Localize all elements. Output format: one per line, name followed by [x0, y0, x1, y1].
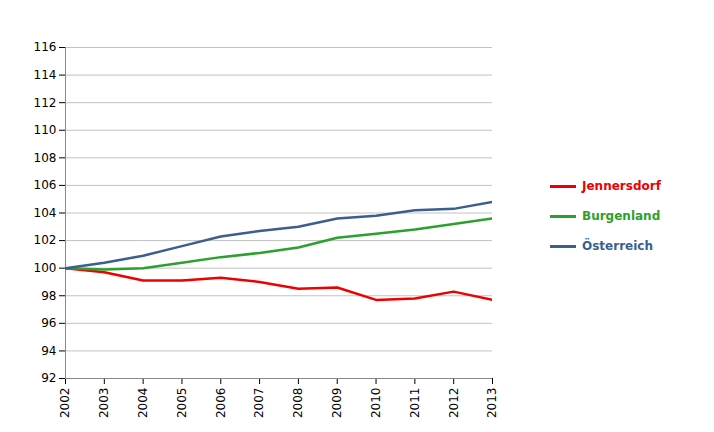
svg-text:2013: 2013	[485, 388, 499, 419]
svg-text:108: 108	[34, 151, 57, 165]
svg-text:94: 94	[41, 344, 56, 358]
svg-text:2002: 2002	[58, 388, 72, 419]
svg-text:114: 114	[34, 68, 57, 82]
svg-text:116: 116	[34, 40, 57, 54]
svg-text:2008: 2008	[291, 388, 305, 419]
svg-text:2011: 2011	[408, 388, 422, 419]
svg-text:106: 106	[34, 178, 57, 192]
svg-text:2012: 2012	[447, 388, 461, 419]
svg-text:100: 100	[34, 261, 57, 275]
svg-text:2005: 2005	[175, 388, 189, 419]
html-text:Jennersdorf: Jennersdorf	[582, 179, 661, 193]
svg-text:110: 110	[34, 123, 57, 137]
svg-text:92: 92	[41, 371, 56, 385]
svg-text:2003: 2003	[97, 388, 111, 419]
svg-text:98: 98	[41, 289, 56, 303]
svg-text:2010: 2010	[369, 388, 383, 419]
svg-text:2007: 2007	[252, 388, 266, 419]
html-text:Burgenland: Burgenland	[582, 209, 661, 223]
svg-text:104: 104	[34, 206, 57, 220]
svg-text:2009: 2009	[330, 388, 344, 419]
svg-text:2006: 2006	[214, 388, 228, 419]
svg-text:112: 112	[34, 96, 57, 110]
svg-text:102: 102	[34, 233, 57, 247]
svg-text:96: 96	[41, 316, 56, 330]
html-text:Österreich: Österreich	[582, 239, 653, 253]
svg-text:2004: 2004	[136, 388, 150, 419]
